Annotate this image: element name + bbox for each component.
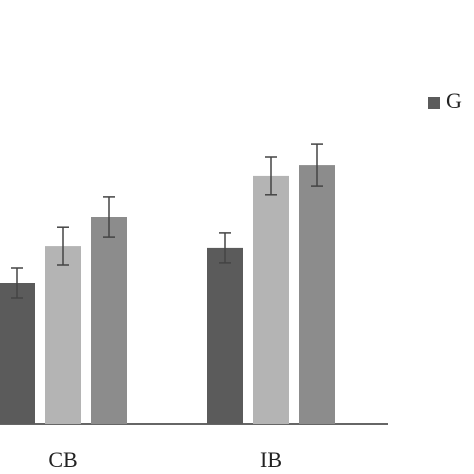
legend-label: G [446, 88, 462, 113]
bar [0, 283, 35, 424]
error-bar [265, 156, 277, 196]
bar [299, 165, 335, 424]
bar [207, 247, 243, 424]
legend-swatch [428, 97, 440, 109]
bar [253, 175, 289, 424]
error-bar [11, 267, 23, 299]
error-bar [311, 143, 323, 187]
error-bar [103, 196, 115, 238]
error-bar [219, 232, 231, 264]
bar [45, 246, 81, 424]
x-tick-label: CB [48, 447, 77, 472]
error-bar [57, 226, 69, 266]
x-tick-label: IB [260, 447, 282, 472]
bar [91, 217, 127, 424]
